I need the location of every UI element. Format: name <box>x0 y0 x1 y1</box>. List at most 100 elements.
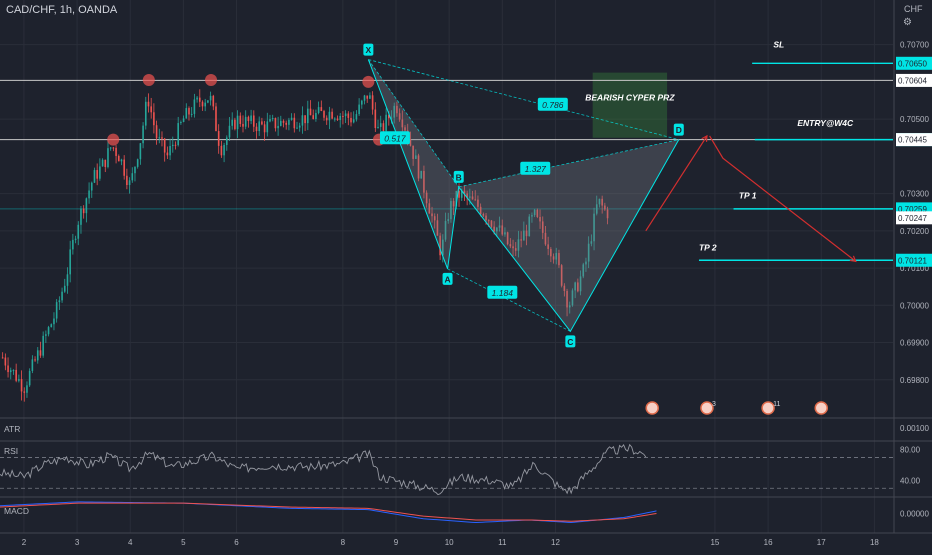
candle-body <box>171 144 174 146</box>
candle-body <box>288 119 290 125</box>
y-tick-label: 0.69900 <box>900 339 929 348</box>
candle-body <box>266 121 269 133</box>
candle-body <box>131 173 134 181</box>
candle-body <box>452 201 455 207</box>
candle-body <box>523 230 525 241</box>
level-price-label-box <box>896 73 932 87</box>
ratio-label-box <box>537 97 568 111</box>
event-count: 11 <box>773 401 780 408</box>
candle-body <box>325 117 328 121</box>
candle-body <box>509 244 512 247</box>
candle-body <box>45 334 47 336</box>
candle-body <box>82 208 85 214</box>
candle-body <box>444 220 447 240</box>
candle-body <box>139 143 142 160</box>
arrow-head <box>701 134 708 142</box>
event-icon <box>761 401 775 415</box>
candle-body <box>277 125 279 129</box>
level-price-label: 0.70445 <box>898 136 927 145</box>
candle-body <box>417 155 420 179</box>
candle-body <box>342 115 344 117</box>
candle-body <box>231 119 234 126</box>
projection-arrow <box>645 135 708 232</box>
pattern-point-marker <box>363 43 374 56</box>
candle-body <box>471 196 474 200</box>
candle-body <box>474 199 477 201</box>
candle-body <box>166 152 169 156</box>
trade-level-tag: TP 2 <box>699 243 717 253</box>
candle-body <box>574 282 576 291</box>
candle-body <box>501 225 504 235</box>
pattern-point-marker <box>673 123 684 136</box>
candle-body <box>247 116 250 122</box>
ratio-label: 1.327 <box>525 164 547 174</box>
pattern-point-label: B <box>456 172 462 182</box>
candle-body <box>585 261 587 265</box>
candle-body <box>579 276 582 292</box>
candle-body <box>217 131 220 146</box>
y-tick-label: 0.70000 <box>900 301 929 310</box>
candle-body <box>7 365 9 373</box>
x-tick-label: 10 <box>445 538 454 547</box>
candle-body <box>344 113 347 117</box>
candle-body <box>463 190 466 194</box>
candle-body <box>496 227 498 232</box>
prz-box <box>592 72 668 138</box>
candle-body <box>47 327 50 335</box>
candle-body <box>377 126 379 128</box>
ratio-label: 0.786 <box>542 100 564 110</box>
candle-body <box>234 119 236 130</box>
candle-body <box>180 122 182 124</box>
candle-body <box>328 111 331 121</box>
candle-body <box>412 145 414 159</box>
gear-icon[interactable]: ⚙ <box>903 17 912 28</box>
candle-body <box>163 138 166 153</box>
candle-body <box>498 225 501 228</box>
candle-body <box>1 357 4 359</box>
candle-body <box>255 126 258 132</box>
candle-body <box>439 235 441 256</box>
candle-body <box>606 209 609 219</box>
candle-body <box>185 108 188 119</box>
event-count: 3 <box>712 401 716 408</box>
candle-body <box>239 115 242 124</box>
candle-body <box>285 122 288 125</box>
candle-body <box>93 170 96 183</box>
pattern-point-label: A <box>444 274 450 284</box>
candle-body <box>72 239 74 250</box>
candle-body <box>320 107 323 112</box>
candle-body <box>55 302 58 319</box>
candle-body <box>420 170 423 179</box>
x-tick-label: 11 <box>498 538 507 547</box>
candle-body <box>134 166 136 174</box>
swing-mark <box>107 133 120 146</box>
candle-body <box>109 147 112 149</box>
candle-body <box>58 300 61 303</box>
candle-body <box>90 182 93 191</box>
candle-body <box>566 290 568 308</box>
candle-body <box>18 379 20 381</box>
candle-body <box>307 108 309 124</box>
candle-body <box>466 193 468 198</box>
candle-body <box>269 119 271 122</box>
y-tick-label: 0.70500 <box>900 115 929 124</box>
event-icon <box>700 401 714 415</box>
candle-body <box>431 213 433 217</box>
candle-body <box>201 101 204 107</box>
candle-body <box>331 111 333 119</box>
candle-body <box>12 369 15 371</box>
ratio-label: 0.517 <box>384 133 406 143</box>
candle-body <box>28 370 31 386</box>
candle-body <box>601 198 603 206</box>
candle-body <box>477 199 479 207</box>
candle-body <box>258 121 261 132</box>
candle-body <box>506 232 509 245</box>
atr-title: ATR <box>4 424 20 434</box>
currency-label: CHF <box>904 4 923 14</box>
candle-body <box>263 124 266 133</box>
candle-body <box>88 190 90 199</box>
x-tick-label: 16 <box>764 538 773 547</box>
candle-body <box>323 111 325 118</box>
